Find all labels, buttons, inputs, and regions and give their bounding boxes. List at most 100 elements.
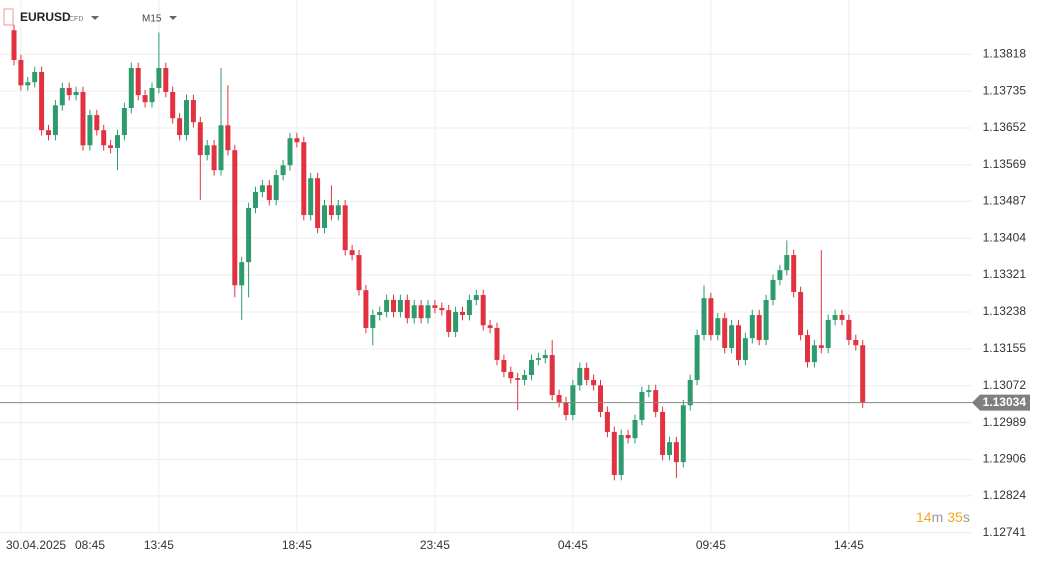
candle-body: [584, 367, 590, 380]
candle-body: [611, 431, 617, 476]
candle-body: [211, 145, 217, 171]
candle-body: [453, 311, 459, 332]
candle-body: [218, 125, 224, 171]
countdown-minutes-unit: m: [932, 509, 944, 525]
candle-body: [94, 115, 100, 131]
countdown: 14m 35s: [916, 509, 970, 525]
candle-body: [425, 305, 431, 319]
candle-body: [625, 435, 631, 439]
candle-body: [494, 327, 500, 360]
candle-body: [729, 325, 735, 348]
y-tick-label: 1.13487: [983, 193, 1027, 207]
candle-body: [101, 130, 107, 146]
countdown-seconds-unit: s: [963, 509, 970, 525]
candle-body: [349, 250, 355, 256]
candle-body: [32, 71, 38, 83]
x-tick-label: 14:45: [834, 538, 864, 552]
instrument-type: CFD: [69, 16, 83, 23]
candle-body: [370, 315, 376, 328]
symbol[interactable]: EURUSD: [20, 10, 71, 24]
y-tick-label: 1.12989: [983, 415, 1027, 429]
candle-body: [687, 379, 693, 406]
candle-body: [646, 390, 652, 392]
candle-body: [197, 122, 203, 156]
candle-body: [446, 310, 452, 332]
candle-body: [598, 385, 603, 412]
icon: [3, 8, 14, 26]
candle-body: [184, 99, 189, 136]
candle-body: [384, 299, 390, 312]
candle-body: [811, 345, 817, 363]
candle-body: [604, 411, 610, 432]
candle-body: [749, 315, 755, 339]
candle-body: [259, 185, 265, 192]
candle-body: [667, 442, 672, 456]
candle-body: [52, 105, 58, 136]
candle-body: [363, 290, 369, 328]
candle-body: [301, 142, 307, 216]
y-tick-label: 1.13818: [983, 46, 1027, 60]
axes: 1.13818 1.13735 1.13652 1.13569 1.13487 1.134…: [0, 46, 1030, 552]
candle-body: [846, 319, 852, 340]
candle-body: [377, 311, 383, 316]
candle-body: [156, 67, 162, 88]
candle-body: [287, 138, 293, 166]
candle-body: [825, 319, 831, 348]
candle-body: [232, 150, 238, 286]
candle-body: [653, 390, 659, 412]
candle-body: [673, 442, 679, 463]
candle-body: [577, 367, 583, 386]
candle-body: [756, 315, 762, 340]
candle-body: [501, 359, 507, 372]
candle-body: [508, 371, 514, 379]
y-tick-label: 1.13569: [983, 157, 1027, 171]
candle-body: [535, 358, 541, 360]
candle-body: [142, 95, 148, 103]
y-tick-label: 1.12824: [983, 488, 1027, 502]
candle-body: [170, 91, 176, 119]
candle-body: [39, 71, 45, 131]
candle-body: [591, 379, 597, 386]
grid: [0, 0, 972, 534]
candle-body: [860, 345, 866, 403]
candle-body: [108, 145, 114, 148]
current-price-label: 1.13034: [983, 395, 1027, 409]
candle-body: [404, 299, 410, 319]
candle-body: [618, 435, 624, 476]
candle-body: [418, 305, 424, 319]
candle-body: [190, 99, 196, 123]
candle-body: [46, 130, 51, 136]
candle-body: [294, 138, 300, 143]
timeframe-dropdown[interactable]: [169, 16, 177, 20]
x-tick-label: 08:45: [75, 538, 105, 552]
candle-body: [356, 255, 362, 291]
candle-body: [742, 338, 748, 360]
symbol-dropdown[interactable]: [91, 16, 99, 20]
candle-body: [639, 391, 645, 420]
candle-body: [722, 318, 728, 348]
candle-body: [397, 299, 403, 312]
candle-body: [473, 295, 479, 300]
candle-body: [798, 291, 804, 336]
candle-body: [632, 419, 638, 439]
candle-body: [805, 335, 810, 363]
candle-body: [556, 395, 562, 403]
y-tick-label: 1.13735: [983, 83, 1027, 97]
candle-body: [225, 125, 231, 151]
candle-body: [660, 411, 666, 456]
timeframe[interactable]: M15: [142, 14, 162, 25]
candle-body: [239, 262, 245, 286]
candle-body: [853, 339, 859, 346]
candle-body: [515, 378, 521, 380]
candle-body: [163, 67, 169, 92]
candle-body: [128, 67, 134, 108]
candle-body: [66, 87, 72, 96]
candle-body: [563, 402, 569, 416]
candle-body: [335, 205, 341, 216]
candle-body: [87, 115, 93, 146]
candle-body: [480, 295, 486, 326]
candle-body: [763, 299, 769, 340]
candle-body: [73, 91, 79, 96]
candle-body: [777, 270, 783, 280]
